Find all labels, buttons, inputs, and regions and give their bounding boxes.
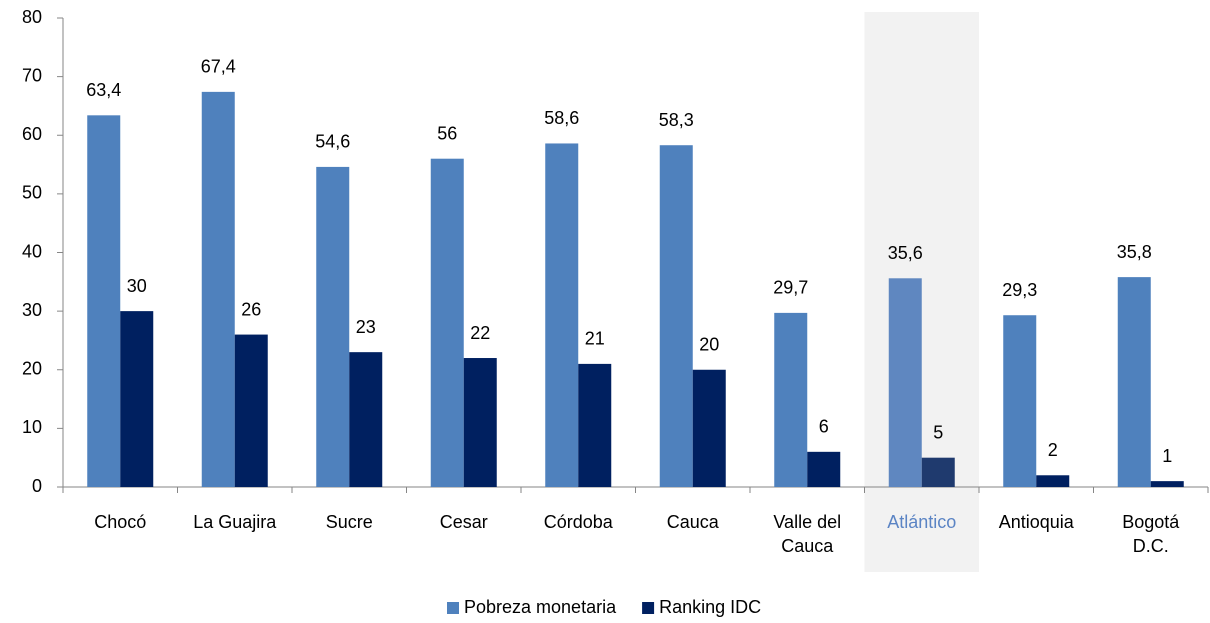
- bar: [316, 166, 350, 487]
- data-label: 67,4: [201, 57, 236, 77]
- y-tick-label: 10: [22, 417, 42, 437]
- data-label: 22: [470, 323, 490, 343]
- data-label: 23: [356, 317, 376, 337]
- y-tick-label: 60: [22, 124, 42, 144]
- data-label: 20: [699, 335, 719, 355]
- bar: [463, 358, 497, 487]
- bar: [807, 451, 841, 487]
- y-tick-label: 20: [22, 359, 42, 379]
- data-label: 35,8: [1117, 242, 1152, 262]
- bar: [201, 91, 235, 488]
- y-tick-label: 70: [22, 65, 42, 85]
- y-tick-label: 40: [22, 241, 42, 261]
- bar: [1150, 481, 1184, 487]
- data-label: 30: [127, 276, 147, 296]
- bar: [692, 369, 726, 487]
- legend-label: Ranking IDC: [659, 597, 761, 617]
- data-label: 63,4: [86, 80, 121, 100]
- data-label: 21: [585, 329, 605, 349]
- x-tick-label: Cauca: [667, 512, 720, 532]
- bar: [234, 334, 268, 487]
- data-label: 1: [1162, 446, 1172, 466]
- data-label: 58,6: [544, 108, 579, 128]
- bar: [1117, 277, 1151, 487]
- legend-swatch: [447, 602, 459, 614]
- bar: [545, 143, 579, 487]
- x-tick-label: Córdoba: [544, 512, 614, 532]
- x-tick-label: Chocó: [94, 512, 146, 532]
- legend-label: Pobreza monetaria: [464, 597, 617, 617]
- x-tick-label: Cesar: [440, 512, 488, 532]
- bar: [888, 278, 922, 487]
- x-tick-label: La Guajira: [193, 512, 277, 532]
- bar: [87, 115, 121, 487]
- bar: [430, 158, 464, 487]
- data-label: 2: [1048, 440, 1058, 460]
- bar: [774, 312, 808, 487]
- data-label: 58,3: [659, 110, 694, 130]
- x-tick-label: Antioquia: [999, 512, 1075, 532]
- bar: [120, 311, 154, 487]
- x-tick-label: Valle del Cauca: [773, 512, 841, 556]
- y-tick-label: 30: [22, 300, 42, 320]
- bar: [349, 352, 383, 487]
- data-label: 56: [437, 123, 457, 143]
- data-label: 29,7: [773, 278, 808, 298]
- x-tick-label: Bogotá D.C.: [1122, 512, 1180, 556]
- y-tick-label: 80: [22, 7, 42, 27]
- data-label: 29,3: [1002, 280, 1037, 300]
- bar: [659, 145, 693, 487]
- bar: [921, 457, 955, 487]
- data-label: 54,6: [315, 132, 350, 152]
- data-label: 35,6: [888, 243, 923, 263]
- bar: [1036, 475, 1070, 487]
- y-tick-label: 50: [22, 183, 42, 203]
- x-tick-label: Atlántico: [887, 512, 956, 532]
- bar: [578, 363, 612, 487]
- data-label: 5: [933, 422, 943, 442]
- x-tick-label: Sucre: [326, 512, 373, 532]
- bar: [1003, 315, 1037, 487]
- data-label: 26: [241, 299, 261, 319]
- y-tick-label: 0: [32, 476, 42, 496]
- data-label: 6: [819, 417, 829, 437]
- legend-swatch: [642, 602, 655, 614]
